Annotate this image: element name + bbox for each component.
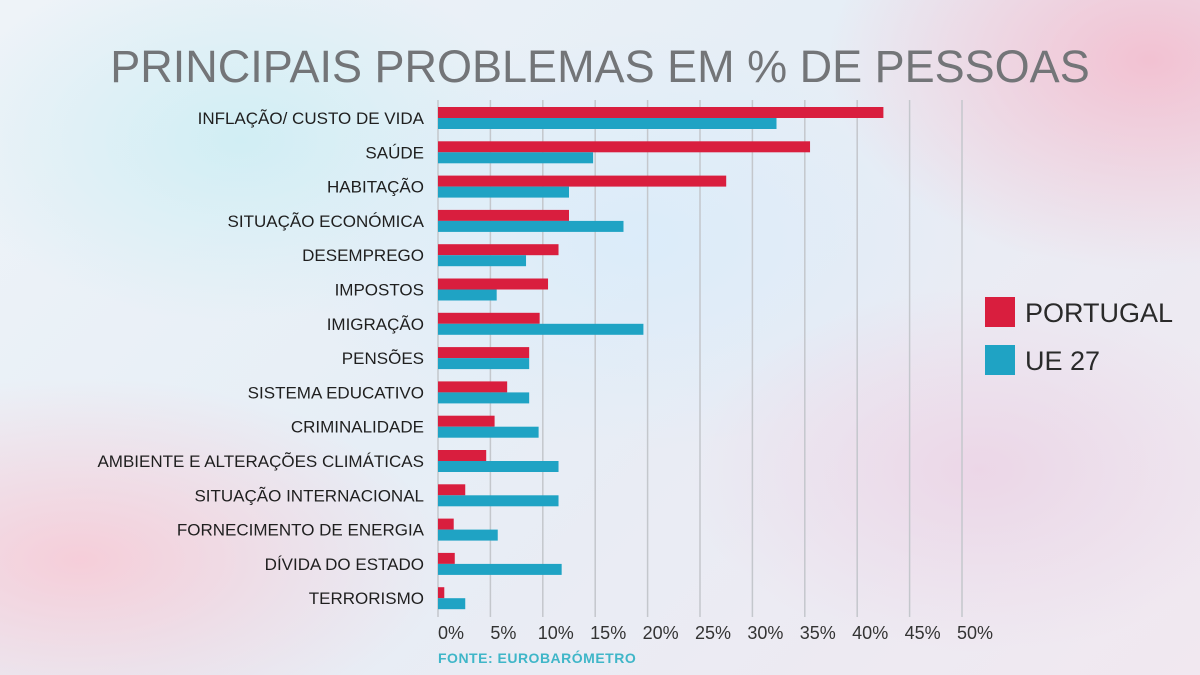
- legend-swatch-ue-27: [985, 345, 1015, 375]
- legend-swatch-portugal: [985, 297, 1015, 327]
- category-label: FORNECIMENTO DE ENERGIA: [177, 521, 425, 540]
- bar-portugal: [438, 450, 486, 461]
- x-tick-label: 15%: [590, 623, 626, 643]
- bar-portugal: [438, 141, 810, 152]
- bar-portugal: [438, 519, 454, 530]
- chart-title: PRINCIPAIS PROBLEMAS EM % DE PESSOAS: [110, 41, 1089, 92]
- category-labels: INFLAÇÃO/ CUSTO DE VIDA SAÚDE HABITAÇÃO SIT…: [97, 109, 424, 608]
- bar-ue-27: [438, 392, 529, 403]
- x-tick-label: 0%: [438, 623, 464, 643]
- legend-label-portugal: PORTUGAL: [1025, 298, 1173, 328]
- bar-portugal: [438, 176, 726, 187]
- legend-label-ue-27: UE 27: [1025, 346, 1100, 376]
- bar-ue-27: [438, 290, 497, 301]
- bars: [438, 107, 883, 609]
- x-tick-label: 35%: [800, 623, 836, 643]
- bar-portugal: [438, 244, 559, 255]
- category-label: SISTEMA EDUCATIVO: [248, 383, 424, 402]
- category-label: DESEMPREGO: [302, 246, 424, 265]
- bar-ue-27: [438, 598, 465, 609]
- x-tick-label: 20%: [643, 623, 679, 643]
- bar-portugal: [438, 107, 883, 118]
- bar-ue-27: [438, 358, 529, 369]
- x-tick-label: 45%: [905, 623, 941, 643]
- category-label: IMPOSTOS: [335, 281, 424, 300]
- category-label: SITUAÇÃO INTERNACIONAL: [194, 486, 424, 505]
- x-tick-label: 5%: [490, 623, 516, 643]
- category-label: AMBIENTE E ALTERAÇÕES CLIMÁTICAS: [97, 452, 424, 471]
- bar-ue-27: [438, 530, 498, 541]
- bar-ue-27: [438, 221, 623, 232]
- bar-ue-27: [438, 255, 526, 266]
- bar-ue-27: [438, 427, 539, 438]
- bar-portugal: [438, 210, 569, 221]
- bar-portugal: [438, 553, 455, 564]
- bar-ue-27: [438, 324, 643, 335]
- category-label: CRIMINALIDADE: [291, 418, 424, 437]
- bar-ue-27: [438, 187, 569, 198]
- category-label: TERRORISMO: [309, 589, 424, 608]
- source-note: FONTE: EUROBARÓMETRO: [438, 649, 636, 666]
- category-label: PENSÕES: [342, 349, 424, 368]
- bar-ue-27: [438, 152, 593, 163]
- bar-ue-27: [438, 495, 559, 506]
- category-label: IMIGRAÇÃO: [327, 315, 424, 334]
- bar-portugal: [438, 484, 465, 495]
- bar-portugal: [438, 279, 548, 290]
- bar-ue-27: [438, 118, 777, 129]
- bar-ue-27: [438, 564, 562, 575]
- category-label: SAÚDE: [365, 143, 424, 162]
- legend: PORTUGAL UE 27: [985, 297, 1173, 376]
- category-label: SITUAÇÃO ECONÓMICA: [228, 212, 425, 231]
- bar-portugal: [438, 416, 495, 427]
- x-tick-label: 30%: [747, 623, 783, 643]
- x-tick-label: 50%: [957, 623, 993, 643]
- bar-portugal: [438, 381, 507, 392]
- x-tick-label: 40%: [852, 623, 888, 643]
- bar-portugal: [438, 347, 529, 358]
- bar-portugal: [438, 587, 444, 598]
- x-tick-label: 25%: [695, 623, 731, 643]
- category-label: DÍVIDA DO ESTADO: [265, 555, 424, 574]
- bar-ue-27: [438, 461, 559, 472]
- category-label: INFLAÇÃO/ CUSTO DE VIDA: [198, 109, 425, 128]
- x-tick-label: 10%: [538, 623, 574, 643]
- bar-portugal: [438, 313, 540, 324]
- x-axis-ticks: 0% 5% 10% 15% 20% 25% 30% 35% 40% 45% 50%: [438, 623, 993, 643]
- category-label: HABITAÇÃO: [327, 178, 424, 197]
